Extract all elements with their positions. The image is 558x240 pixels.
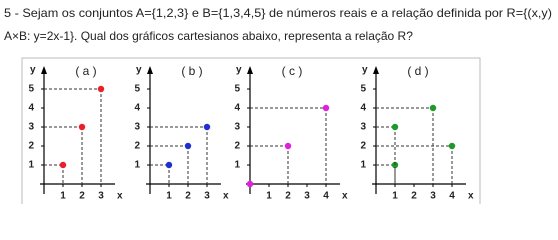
point (429, 104, 437, 112)
point (391, 123, 399, 131)
axis-label: y (30, 65, 36, 76)
page: 5 - Sejam os conjuntos A={1,2,3} e B={1,… (4, 6, 552, 204)
axis-arrow (41, 66, 47, 74)
x-tick-label: 3 (304, 191, 310, 202)
y-tick-label: 4 (360, 103, 366, 114)
x-tick-label: 1 (166, 191, 172, 202)
y-tick-label: 2 (134, 141, 140, 152)
x-tick-label: 4 (449, 191, 455, 202)
x-tick-label: 3 (98, 191, 104, 202)
y-tick-label: 1 (134, 160, 140, 171)
axis-label: y (236, 65, 242, 76)
point (97, 85, 105, 93)
point (184, 142, 192, 150)
y-tick-label: 3 (134, 122, 140, 133)
question-line: 5 - Sejam os conjuntos A={1,2,3} e B={1,… (4, 6, 552, 20)
figure-frame (21, 57, 481, 204)
point (246, 180, 254, 188)
axis-arrow (247, 66, 253, 74)
axis-arrow (147, 66, 153, 74)
graph-label: ( b ) (181, 64, 202, 78)
x-tick-label: 1 (392, 191, 398, 202)
y-tick-label: 3 (28, 122, 34, 133)
y-tick-label: 4 (28, 103, 34, 114)
axis-label: x (117, 191, 123, 202)
axis-label: x (342, 191, 348, 202)
y-tick-label: 2 (360, 141, 366, 152)
graph-label: ( d ) (407, 64, 428, 78)
axis-label: y (136, 65, 142, 76)
y-tick-label: 2 (28, 141, 34, 152)
point (165, 161, 173, 169)
question-line: A×B: y=2x-1}. Qual dos gráficos cartesia… (4, 29, 413, 43)
point (78, 123, 86, 131)
y-tick-label: 5 (28, 84, 34, 95)
x-tick-label: 1 (60, 191, 66, 202)
x-tick-label: 2 (79, 191, 85, 202)
point (322, 104, 330, 112)
x-tick-label: 1 (266, 191, 272, 202)
y-tick-label: 2 (234, 141, 240, 152)
y-tick-label: 1 (360, 160, 366, 171)
y-tick-label: 1 (234, 160, 240, 171)
y-tick-label: 3 (234, 122, 240, 133)
y-tick-label: 4 (234, 103, 240, 114)
axis-label: x (468, 191, 474, 202)
graph-label: ( a ) (75, 64, 96, 78)
point (59, 161, 67, 169)
x-tick-label: 2 (285, 191, 291, 202)
x-tick-label: 4 (323, 191, 329, 202)
axis-label: y (362, 65, 368, 76)
x-tick-label: 3 (430, 191, 436, 202)
x-tick-label: 2 (185, 191, 191, 202)
x-tick-label: 3 (204, 191, 210, 202)
point (448, 142, 456, 150)
axis-label: x (223, 191, 229, 202)
y-tick-label: 4 (134, 103, 140, 114)
y-tick-label: 1 (28, 160, 34, 171)
x-tick-label: 2 (411, 191, 417, 202)
point (203, 123, 211, 131)
y-tick-label: 3 (360, 122, 366, 133)
y-tick-label: 5 (234, 84, 240, 95)
y-tick-label: 5 (360, 84, 366, 95)
point (284, 142, 292, 150)
axis-arrow (373, 66, 379, 74)
y-tick-label: 5 (134, 84, 140, 95)
graph-label: ( c ) (282, 64, 303, 78)
